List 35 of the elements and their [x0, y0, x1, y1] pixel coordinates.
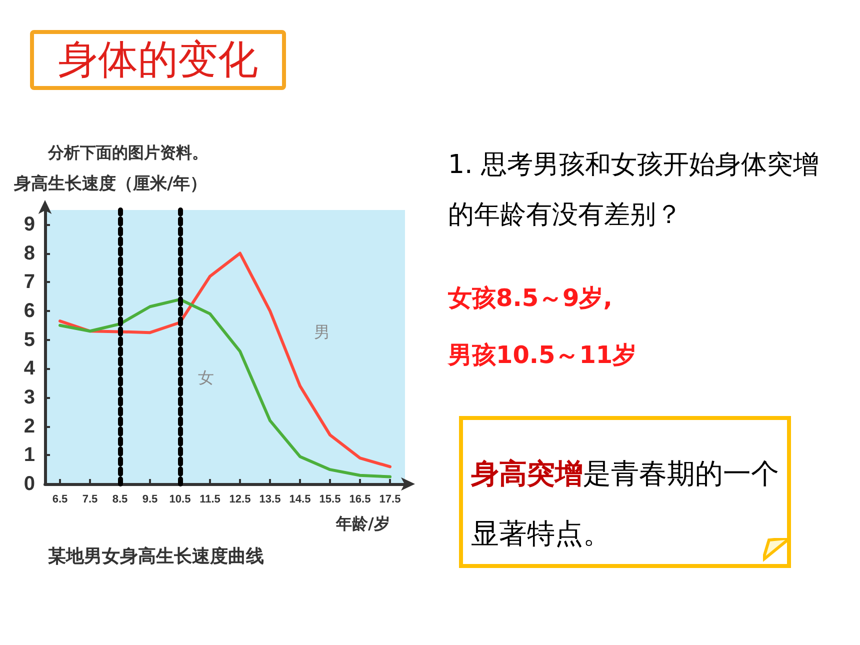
- x-tick-label: 10.5: [169, 494, 191, 506]
- y-tick-label: 0: [24, 473, 35, 495]
- x-tick-label: 17.5: [379, 494, 401, 506]
- y-tick-label: 2: [24, 415, 35, 438]
- x-tick-label: 8.5: [112, 494, 128, 506]
- y-tick-label: 6: [24, 300, 35, 322]
- line-series: [58, 298, 392, 478]
- note-box: 身高突增是青春期的一个显著特点。: [459, 416, 791, 568]
- y-tick-label: 5: [24, 328, 35, 351]
- text: 女孩8.5～9岁,: [448, 283, 612, 314]
- x-tick-label: 6.5: [52, 494, 68, 506]
- y-tick-label: 7: [24, 271, 35, 294]
- x-tick-label: 15.5: [319, 494, 341, 506]
- series-label: 女: [198, 370, 214, 387]
- y-axis-title: 身高生长速度（厘米/年）: [14, 173, 208, 195]
- heading-box: 身体的变化: [30, 30, 286, 90]
- y-tick-label: 8: [24, 242, 35, 264]
- x-tick-label: 9.5: [142, 494, 158, 506]
- text: 某地男女身高生长速度曲线: [48, 545, 264, 568]
- x-tick-label: 14.5: [289, 494, 311, 506]
- text: 男孩10.5～11岁: [448, 340, 637, 371]
- y-tick-label: 1: [24, 444, 35, 466]
- x-tick-label: 13.5: [259, 494, 281, 506]
- y-tick-label: 4: [24, 358, 36, 380]
- x-tick-label: 11.5: [200, 494, 220, 506]
- y-tick-label: 3: [24, 386, 35, 408]
- x-tick-label: 12.5: [229, 494, 251, 506]
- line-series: [58, 252, 392, 468]
- text: 1. 思考男孩和女孩开始身体突增的年龄有没有差别？: [448, 149, 820, 232]
- x-tick-label: 16.5: [349, 494, 371, 506]
- chart-subtitle: 分析下面的图片资料。: [48, 143, 208, 164]
- y-tick-label: 9: [24, 213, 35, 236]
- x-tick-label: 7.5: [82, 494, 98, 506]
- x-axis-title: 年龄/岁: [336, 514, 390, 535]
- series-label: 男: [314, 324, 330, 342]
